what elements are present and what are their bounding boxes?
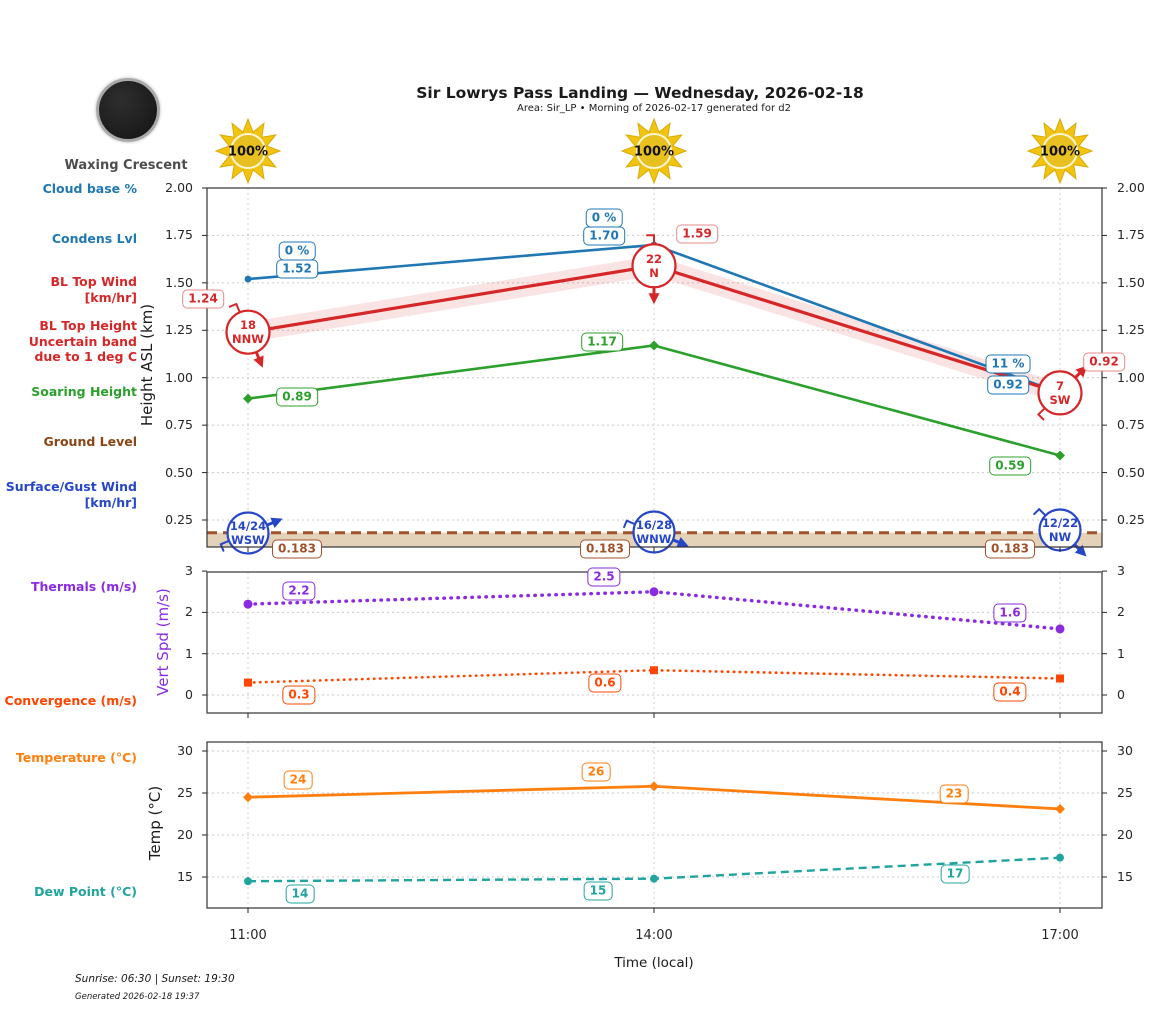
sun-pct-label: 100% [634,145,674,160]
moon-phase-label: Waxing Crescent [64,158,188,173]
wind-marker: 7SW [1037,365,1088,421]
convergence-line [246,668,1062,684]
temperature-marker [243,792,253,803]
wind-circle [632,510,676,554]
wind-dir-text: WSW [231,533,265,547]
thermals-marker [243,599,253,609]
condens-lvl-marker [244,275,252,283]
wind-tail [623,519,636,529]
dew-point-marker [244,877,252,886]
sun-disc [230,133,266,169]
sun-pct-label: 100% [1040,145,1080,160]
wind-dir-text: NW [1049,530,1072,544]
wind-circle [225,309,271,355]
wind-dir-text: NNW [232,332,264,346]
bl-top-uncertainty-band [248,255,1060,403]
wind-speed-text: 22 [646,252,662,266]
wind-arrow-head [270,517,283,528]
wind-circle [1037,370,1083,416]
soaring-height-marker [649,340,659,351]
sunrise-sunset-note: Sunrise: 06:30 | Sunset: 19:30 [75,973,235,985]
convergence-marker [244,678,252,687]
wind-dir-text: WNW [637,532,672,546]
wind-marker: 22N [631,234,677,305]
convergence-marker [650,666,658,675]
wind-tail [228,302,241,313]
thermals-marker [1055,624,1065,634]
temperature-marker [649,781,659,792]
x-axis-title: Time (local) [614,955,694,971]
dew-point-marker [1056,853,1064,862]
page-subtitle: Area: Sir_LP • Morning of 2026-02-17 gen… [517,103,791,114]
wind-speed-text: 18 [240,318,256,332]
sun-disc [1042,133,1078,169]
wind-dir-text: SW [1050,393,1071,407]
wind-circle [226,511,270,555]
soaring-height-marker [1055,450,1065,461]
wind-speed-text: 14/24 [230,519,266,533]
soaring-height-marker [243,393,253,404]
thermals-marker [649,587,659,597]
wind-arrow-head [648,293,660,305]
wind-tail [219,540,230,552]
dew-point-marker [650,874,658,883]
moon-phase-icon [96,78,160,142]
sun-disc [636,133,672,169]
wind-speed-text: 12/22 [1042,516,1078,530]
sun-pct-label: 100% [228,145,268,160]
sun-icon: 100% [1026,117,1094,185]
generated-note: Generated 2026-02-18 19:37 [75,992,200,1002]
convergence-marker [1056,674,1064,683]
wind-speed-text: 7 [1056,379,1064,393]
wind-arrow-head [676,537,689,548]
wind-tail [646,234,655,245]
wind-tail [1033,507,1046,516]
wind-speed-text: 16/28 [636,518,672,532]
wind-dir-text: N [649,266,659,280]
wind-circle [631,243,677,289]
sun-icon: 100% [620,117,688,185]
page-title: Sir Lowrys Pass Landing — Wednesday, 202… [416,84,864,102]
wind-arrow-head [253,355,264,368]
temperature-marker [1055,803,1065,814]
wind-tail [1037,407,1046,421]
wind-arrow-head [1074,544,1087,557]
sun-icon: 100% [214,117,282,185]
